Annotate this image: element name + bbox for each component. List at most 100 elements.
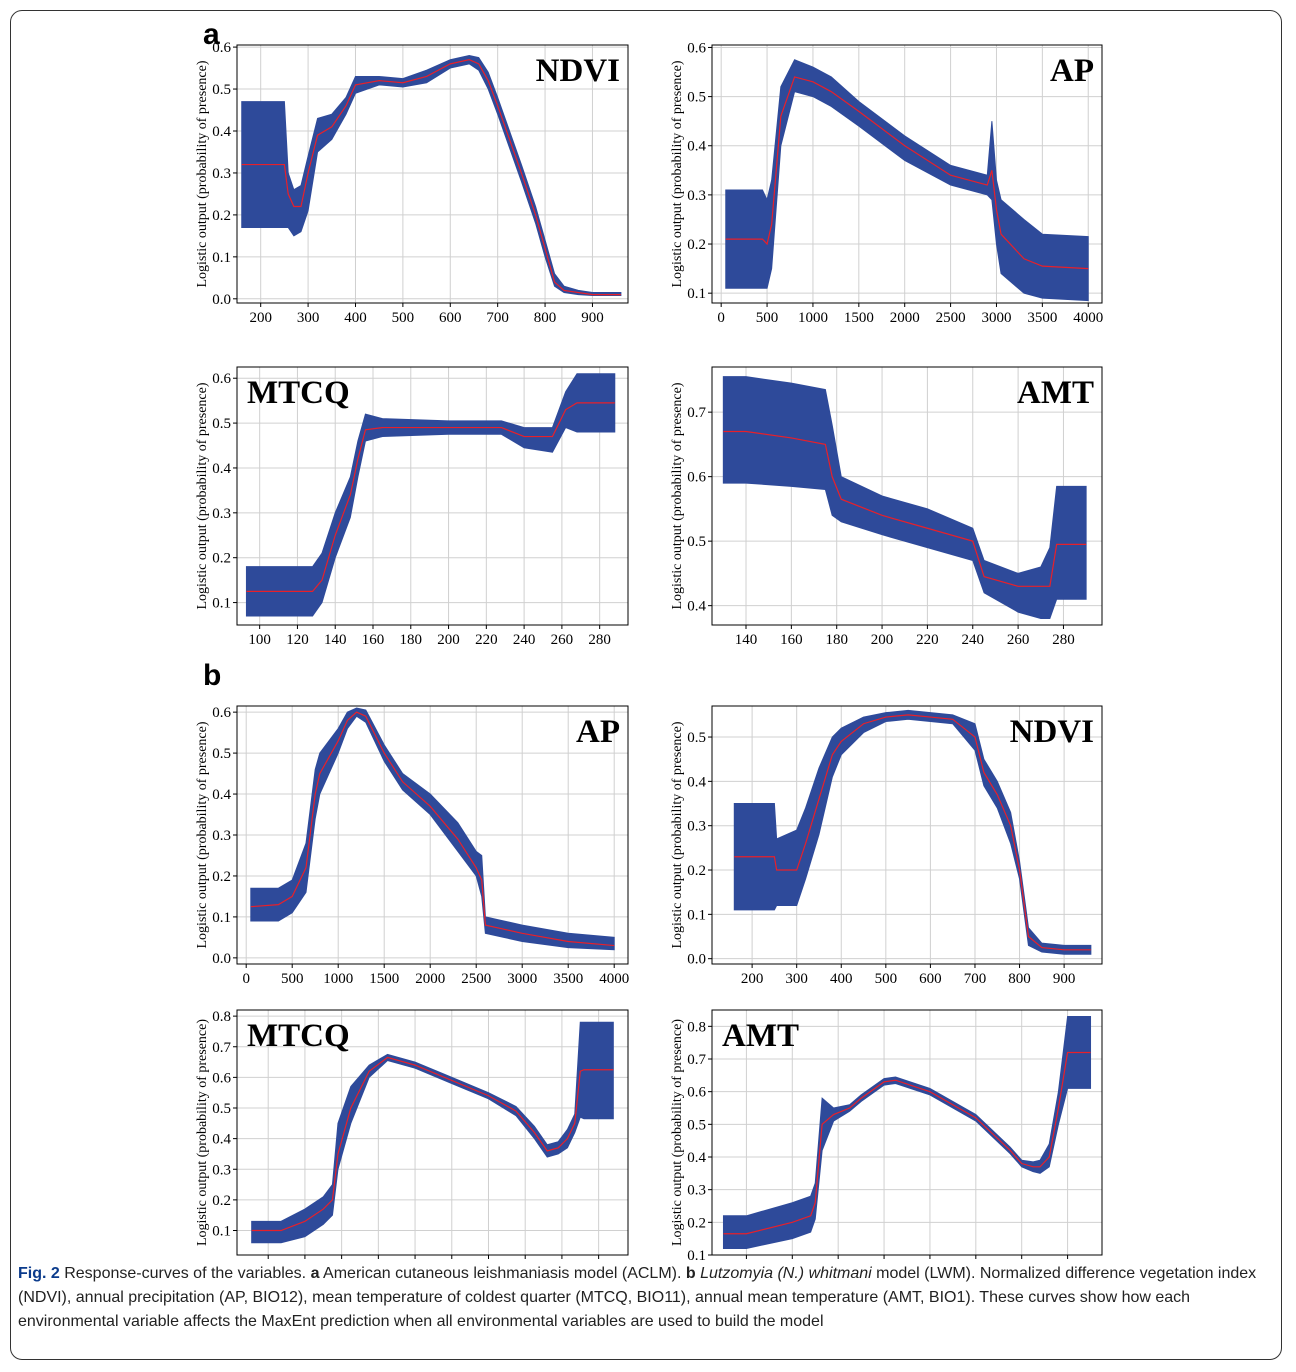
y-tick-label: 0.1 xyxy=(212,1224,231,1240)
x-tick-label: 100 xyxy=(248,632,271,648)
y-axis-label: Logistic output (probability of presence… xyxy=(195,60,210,287)
chart-title: AMT xyxy=(1017,375,1094,411)
chart-title: MTCQ xyxy=(247,375,350,411)
chart-b-ap: 0 500 1000 1500 2000 2500 3000 3500 4000 0.0 0.1 0.… xyxy=(195,705,629,987)
y-tick-label: 0.5 xyxy=(212,746,231,762)
confidence-band xyxy=(250,707,615,951)
x-tick-label: 160 xyxy=(780,632,803,648)
x-tick-label: 2000 xyxy=(415,971,445,987)
x-tick-label: 180 xyxy=(400,632,423,648)
caption-panel-a: a xyxy=(310,1265,320,1282)
x-tick-label: 240 xyxy=(513,632,536,648)
x-tick-label: 500 xyxy=(756,310,779,326)
chart-title: NDVI xyxy=(1010,714,1094,750)
y-tick-label: 0.5 xyxy=(687,1117,706,1133)
x-tick-label: 200 xyxy=(741,971,764,987)
x-tick-label: 400 xyxy=(344,310,367,326)
x-tick-label: 500 xyxy=(392,310,415,326)
x-tick-label: 700 xyxy=(486,310,509,326)
caption-fig-label: Fig. 2 xyxy=(18,1265,60,1282)
x-tick-label: 300 xyxy=(785,971,808,987)
mean-response-line xyxy=(250,711,615,947)
x-tick-label: 3500 xyxy=(553,971,583,987)
x-tick-label: 900 xyxy=(1053,971,1076,987)
y-tick-label: 0.2 xyxy=(212,551,231,567)
plot-frame xyxy=(236,366,629,626)
y-tick-label: 0.0 xyxy=(687,952,706,968)
y-tick-label: 0.1 xyxy=(212,910,231,926)
y-tick-label: 0.5 xyxy=(687,534,706,550)
y-axis-label: Logistic output (probability of presence… xyxy=(670,382,685,609)
chart-a-ndvi: 200 300 400 500 600 700 800 900 0.0 0.1 0.2 0.3 0.4 0… xyxy=(195,40,629,326)
response-curves-figure: 200 300 400 500 600 700 800 9000.00.10.20.30.40… xyxy=(195,40,1103,1260)
y-tick-label: 0.8 xyxy=(687,1019,706,1035)
mean-response-line xyxy=(723,430,1087,587)
x-tick-label: 1500 xyxy=(844,310,874,326)
chart-b-amt: 1401601802002202402602800.10.20.30.40.50… xyxy=(670,1009,1103,1260)
y-tick-label: 0.3 xyxy=(687,1183,706,1199)
confidence-band xyxy=(722,376,1087,620)
x-tick-label: 200 xyxy=(249,310,272,326)
x-tick-label: 1000 xyxy=(798,310,828,326)
confidence-band xyxy=(241,54,622,296)
panel-a-label: a xyxy=(203,18,220,51)
mean-response-line xyxy=(725,76,1089,270)
x-tick-label: 260 xyxy=(551,632,574,648)
chart-title: AP xyxy=(1050,53,1094,89)
y-axis-label: Logistic output (probability of presence… xyxy=(195,1019,210,1246)
y-tick-label: 0.6 xyxy=(212,1070,231,1086)
x-tick-label: 500 xyxy=(281,971,304,987)
y-tick-label: 0.6 xyxy=(687,40,706,56)
x-tick-label: 300 xyxy=(297,310,320,326)
mean-response-line xyxy=(251,1056,614,1232)
y-tick-label: 0.4 xyxy=(212,124,231,140)
caption-species: Lutzomyia (N.) whitmani xyxy=(700,1265,872,1282)
x-tick-label: 3500 xyxy=(1027,310,1057,326)
y-tick-label: 0.6 xyxy=(212,705,231,721)
y-tick-label: 0.0 xyxy=(212,292,231,308)
y-tick-label: 0.5 xyxy=(212,416,231,432)
figure-frame xyxy=(10,10,1282,1360)
y-tick-label: 0.6 xyxy=(212,371,231,387)
y-tick-label: 0.7 xyxy=(212,1040,231,1056)
x-tick-label: 800 xyxy=(534,310,557,326)
y-axis-label: Logistic output (probability of presence… xyxy=(670,721,685,948)
confidence-band xyxy=(733,709,1092,955)
caption-text-4: model (LWM). Normalized difference veget… xyxy=(18,1265,1257,1330)
plot-frame xyxy=(711,44,1103,304)
chart-b-mtcq: 1001201401601802002202402602800.10.20.30… xyxy=(195,1009,629,1259)
caption-panel-b: b xyxy=(685,1265,696,1282)
x-tick-label: 4000 xyxy=(599,971,629,987)
y-tick-label: 0.4 xyxy=(212,461,231,477)
x-tick-label: 4000 xyxy=(1073,310,1103,326)
mean-response-line xyxy=(246,402,615,592)
y-tick-label: 0.2 xyxy=(212,1193,231,1209)
mean-response-line xyxy=(241,59,621,296)
confidence-band xyxy=(722,1016,1092,1249)
y-tick-label: 0.1 xyxy=(212,596,231,612)
chart-a-mtcq: 100 120 140 160 180 200 220 240 260 280 0.1 0.2 0.3 0… xyxy=(195,366,629,648)
figure-caption: Fig. 2 Response-curves of the variables.… xyxy=(18,1262,1280,1334)
x-tick-label: 240 xyxy=(962,632,985,648)
plot-frame xyxy=(711,705,1103,965)
confidence-band xyxy=(251,1021,614,1244)
y-tick-label: 0.8 xyxy=(212,1009,231,1025)
plot-frame xyxy=(236,1009,629,1256)
y-tick-label: 0.4 xyxy=(212,1132,231,1148)
y-tick-label: 0.5 xyxy=(687,730,706,746)
y-tick-label: 0.5 xyxy=(212,1101,231,1117)
x-tick-label: 3000 xyxy=(507,971,537,987)
x-tick-label: 2500 xyxy=(936,310,966,326)
x-tick-label: 220 xyxy=(916,632,939,648)
y-tick-label: 0.5 xyxy=(687,90,706,106)
x-tick-label: 220 xyxy=(475,632,498,648)
chart-a-ap: 0 500 1000 1500 2000 2500 3000 3500 4000 0.1 0.2 0.… xyxy=(670,40,1103,326)
x-tick-label: 280 xyxy=(588,632,611,648)
y-tick-label: 0.6 xyxy=(687,1085,706,1101)
y-tick-label: 0.2 xyxy=(212,208,231,224)
x-tick-label: 180 xyxy=(825,632,848,648)
x-tick-label: 500 xyxy=(875,971,898,987)
y-tick-label: 0.2 xyxy=(212,869,231,885)
y-tick-label: 0.3 xyxy=(687,188,706,204)
y-tick-label: 0.6 xyxy=(687,470,706,486)
